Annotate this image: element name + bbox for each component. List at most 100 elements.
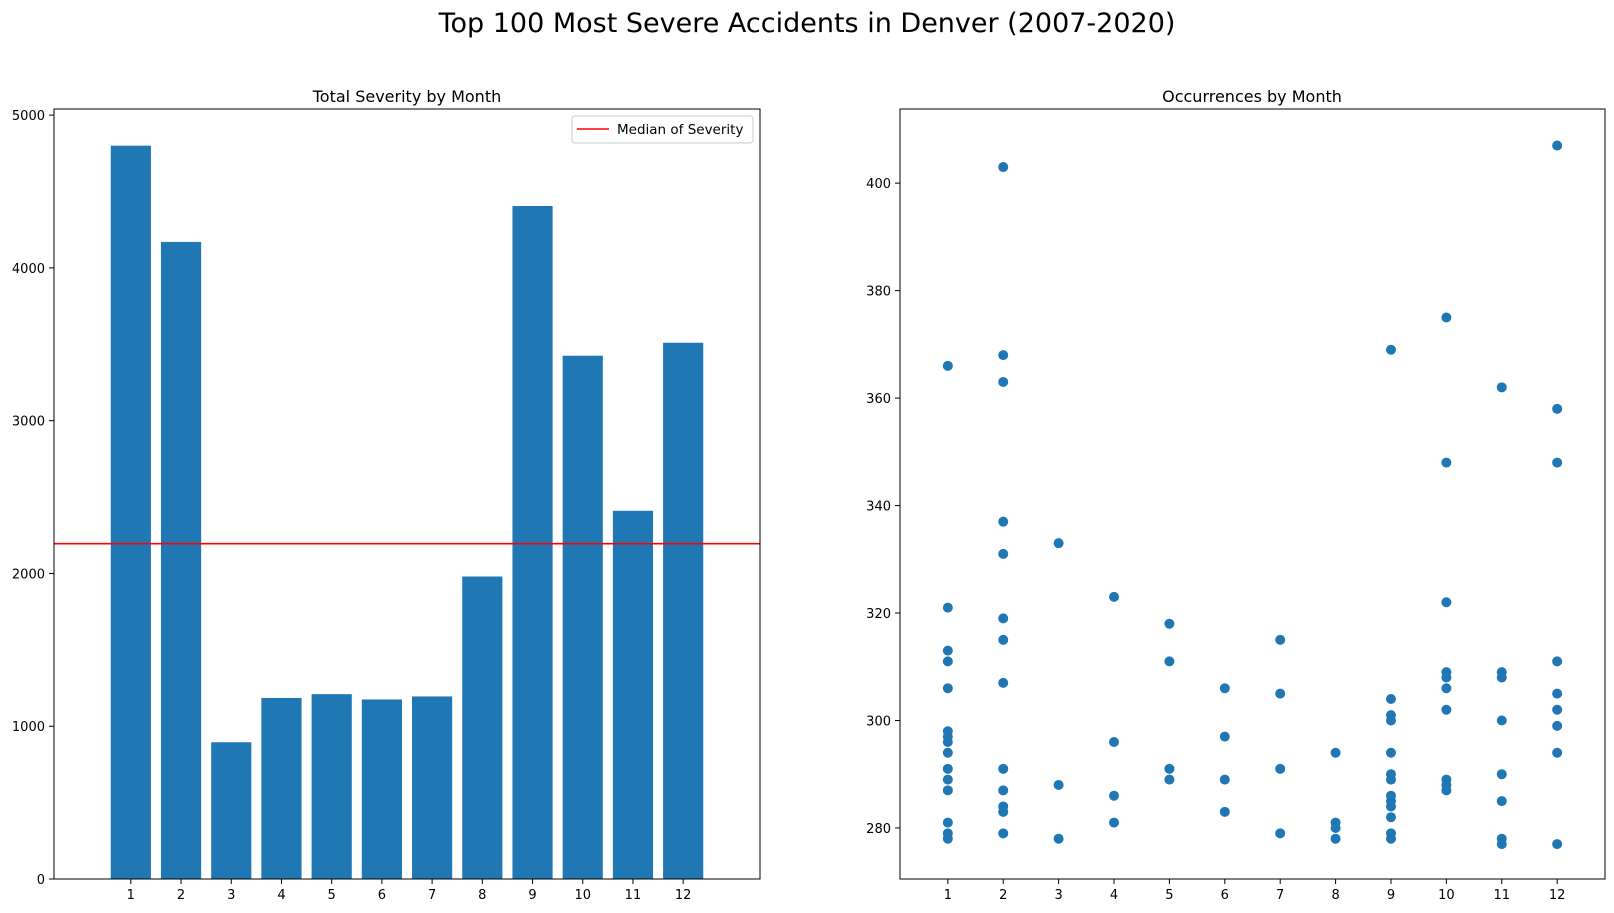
scatter-point [942,763,953,774]
scatter-point [1552,688,1563,699]
scatter-point [1164,774,1175,785]
bar-month-12 [663,342,704,879]
scatter-x-tick-label: 12 [1549,888,1566,903]
scatter-point [1053,779,1064,790]
figure-title: Top 100 Most Severe Accidents in Denver … [438,8,1176,39]
scatter-point [942,833,953,844]
scatter-point [1164,763,1175,774]
bar-x-tick-label: 11 [625,888,642,903]
bar-x-tick-label: 4 [277,888,285,903]
scatter-point [998,677,1009,688]
scatter-point [1164,656,1175,667]
scatter-point [1552,140,1563,151]
scatter-point [1385,833,1396,844]
scatter-y-tick-label: 340 [866,500,891,515]
scatter-point [998,828,1009,839]
scatter-point [1552,720,1563,731]
scatter-point [1385,812,1396,823]
scatter-point [942,774,953,785]
bar-y-tick-label: 2000 [12,567,45,582]
scatter-point [1275,828,1286,839]
scatter-y-tick-label: 380 [866,285,891,300]
scatter-point [942,817,953,828]
scatter-point [942,736,953,747]
bar-x-tick-label: 6 [378,888,386,903]
scatter-point [998,162,1009,173]
scatter-point [1552,747,1563,758]
scatter-point [1275,763,1286,774]
scatter-point [998,350,1009,361]
scatter-point [1552,704,1563,715]
scatter-x-tick-label: 6 [1221,888,1229,903]
scatter-point [942,683,953,694]
scatter-point [998,613,1009,624]
scatter-point [942,747,953,758]
scatter-chart: Occurrences by Month 280 300 320 340 360 380 4… [866,87,1606,903]
legend-box [571,115,754,144]
bar-month-7 [412,696,453,879]
scatter-point [998,806,1009,817]
scatter-point [1441,672,1452,683]
bar-x-tick-label: 8 [478,888,486,903]
bar-x-tick-label: 5 [328,888,336,903]
bar-x-tick-label: 2 [177,888,185,903]
bar-y-tick-label: 3000 [12,415,45,430]
bar-month-3 [211,742,252,879]
bar-month-10 [562,355,603,880]
scatter-y-tick-label: 320 [866,607,891,622]
scatter-point [1275,634,1286,645]
scatter-y-tick-label: 360 [866,392,891,407]
scatter-point [1496,796,1507,807]
scatter-point [998,376,1009,387]
scatter-point [1552,457,1563,468]
bar-x-tick-label: 9 [528,888,536,903]
scatter-x-tick-label: 8 [1331,888,1339,903]
scatter-point [1441,785,1452,796]
bar-y-axis: 0 1000 2000 3000 4000 5000 [12,109,54,888]
scatter-point [1441,597,1452,608]
scatter-point [942,785,953,796]
scatter-point [1441,683,1452,694]
scatter-x-tick-label: 1 [944,888,952,903]
bar-y-tick-label: 5000 [12,109,45,124]
bar-x-tick-label: 3 [227,888,235,903]
scatter-point [1330,747,1341,758]
scatter-marks [942,140,1563,850]
scatter-point [1053,538,1064,549]
bar-month-1 [110,145,151,879]
bar-y-tick-label: 1000 [12,720,45,735]
scatter-chart-frame [899,108,1606,880]
scatter-point [1219,731,1230,742]
scatter-point [998,548,1009,559]
scatter-point [1441,704,1452,715]
scatter-x-tick-label: 2 [999,888,1007,903]
scatter-point [1496,839,1507,850]
scatter-point [1053,833,1064,844]
scatter-point [942,360,953,371]
bar-month-6 [361,699,402,879]
legend-median-label: Median of Severity [617,122,743,138]
scatter-point [1109,736,1120,747]
bar-month-11 [612,510,654,879]
scatter-point [998,634,1009,645]
scatter-y-tick-label: 300 [866,714,891,729]
scatter-point [1441,312,1452,323]
scatter-point [998,516,1009,527]
scatter-point [1275,688,1286,699]
scatter-point [1330,822,1341,833]
bar-chart-title: Total Severity by Month [312,87,501,106]
scatter-point [942,656,953,667]
bar-x-tick-label: 12 [675,888,692,903]
bar-month-8 [462,576,503,879]
bar-y-tick-label: 0 [37,873,45,888]
scatter-point [1496,769,1507,780]
bar-month-4 [261,697,302,879]
scatter-point [1385,715,1396,726]
scatter-y-tick-label: 400 [866,177,891,192]
bar-x-tick-label: 10 [574,888,591,903]
bar-chart-frame [53,108,761,880]
bar-marks [110,145,704,880]
scatter-x-tick-label: 11 [1493,888,1510,903]
bar-x-axis: 1 2 3 4 5 6 7 8 9 10 11 12 [127,879,692,903]
